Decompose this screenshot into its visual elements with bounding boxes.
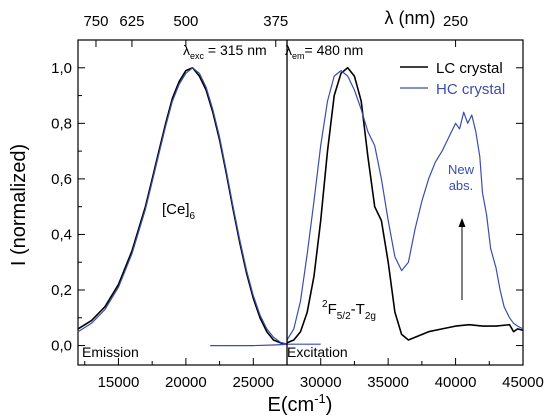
x-axis-title-main: E(cm xyxy=(268,394,315,416)
hc-crystal-line-0 xyxy=(77,67,321,345)
x-tick-label: 20000 xyxy=(165,374,207,391)
lambda-em-symbol: λ xyxy=(285,42,292,58)
transition-f: F xyxy=(328,301,337,318)
top-tick-label: 750 xyxy=(83,13,108,30)
legend-label-hc: HC crystal xyxy=(436,81,505,98)
y-tick-label: 0,6 xyxy=(51,171,72,188)
y-tick-label: 0,8 xyxy=(51,115,72,132)
y-tick-label: 0,2 xyxy=(51,282,72,299)
lambda-exc-sub: exc xyxy=(190,51,205,61)
x-axis-title: E(cm-1) xyxy=(268,391,333,416)
excitation-label: Excitation xyxy=(287,344,348,360)
top-tick-label: 625 xyxy=(119,13,144,30)
y-axis-title: I (normalized) xyxy=(8,144,30,266)
transition-label: 2F5/2-T2g xyxy=(322,299,376,322)
top-tick-label: 375 xyxy=(263,13,288,30)
y-tick-label: 0,4 xyxy=(51,226,72,243)
new-abs-line1: New xyxy=(448,162,475,177)
y-tick-label: 0,0 xyxy=(51,338,72,355)
top-axis-ticks: 750 625 500 375 250 xyxy=(83,13,468,47)
emission-label: Emission xyxy=(82,344,139,360)
hc-crystal-line-2 xyxy=(286,69,524,341)
new-abs-arrow-head xyxy=(458,218,466,227)
ce-label: [Ce]6 xyxy=(162,201,196,222)
y-axis-ticks: 0,0 0,2 0,4 0,6 0,8 1,0 xyxy=(51,60,523,355)
lambda-exc-value: = 315 nm xyxy=(204,42,267,58)
lambda-em-label: λem= 480 nm xyxy=(285,42,363,61)
plot-frame xyxy=(77,39,524,366)
transition-sup: 2 xyxy=(322,299,328,310)
top-tick-label: 500 xyxy=(173,13,198,30)
lambda-exc-symbol: λ xyxy=(183,42,190,58)
x-axis-title-sup: -1 xyxy=(314,391,326,406)
transition-t: -T xyxy=(351,301,365,318)
x-tick-label: 45000 xyxy=(502,374,544,391)
x-tick-label: 40000 xyxy=(435,374,477,391)
y-tick-label: 1,0 xyxy=(51,60,72,77)
lambda-em-value: = 480 nm xyxy=(305,42,364,58)
legend-label-lc: LC crystal xyxy=(436,60,503,77)
transition-sub2: 2g xyxy=(365,311,376,322)
lc-crystal-line-1 xyxy=(286,67,524,344)
top-tick-label: 250 xyxy=(443,13,468,30)
ce-label-main: [Ce] xyxy=(162,201,190,218)
x-tick-label: 30000 xyxy=(300,374,342,391)
lambda-em-sub: em xyxy=(292,51,305,61)
transition-sub1: 5/2 xyxy=(337,311,351,322)
legend: LC crystal HC crystal xyxy=(400,60,505,98)
ce-label-sub: 6 xyxy=(190,211,196,222)
new-abs-line2: abs. xyxy=(449,178,474,193)
series-layer xyxy=(77,67,524,347)
hc-crystal-line-1 xyxy=(210,343,288,347)
x-tick-label: 35000 xyxy=(367,374,409,391)
lc-crystal-line-0 xyxy=(77,67,288,345)
x-tick-label: 15000 xyxy=(98,374,140,391)
x-axis-ticks: 15000 20000 25000 30000 35000 40000 45000 xyxy=(84,358,544,391)
top-axis-title: λ (nm) xyxy=(385,8,436,28)
x-axis-title-close: ) xyxy=(326,394,333,416)
lambda-exc-label: λexc = 315 nm xyxy=(183,42,267,61)
x-tick-label: 25000 xyxy=(232,374,274,391)
